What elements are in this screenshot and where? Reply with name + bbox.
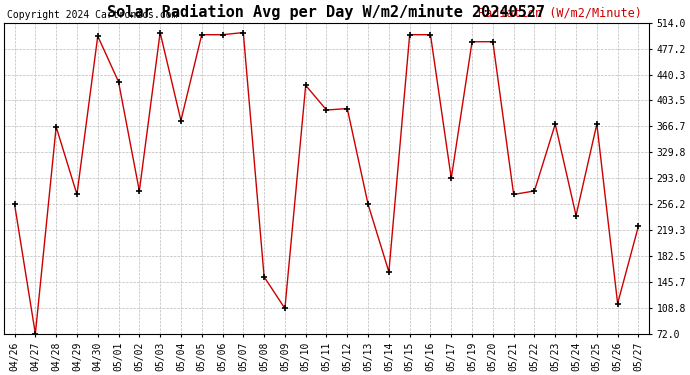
Text: Copyright 2024 Cartronics.com: Copyright 2024 Cartronics.com: [8, 10, 178, 20]
Title: Solar Radiation Avg per Day W/m2/minute 20240527: Solar Radiation Avg per Day W/m2/minute …: [108, 4, 546, 20]
Text: Radiation (W/m2/Minute): Radiation (W/m2/Minute): [478, 7, 642, 20]
